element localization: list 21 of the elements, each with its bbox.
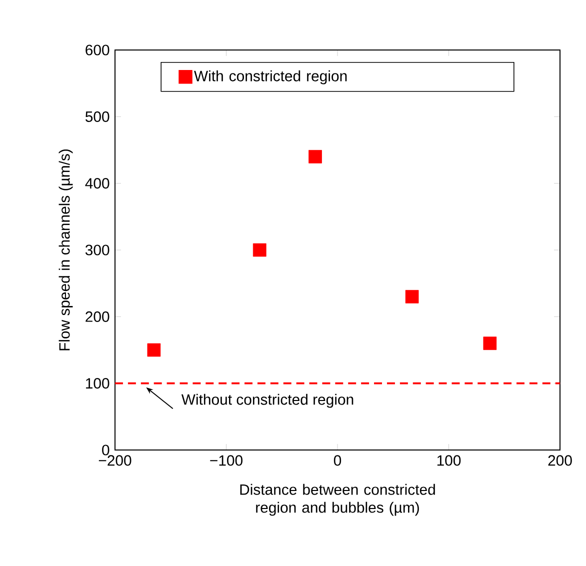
x-axis-title: Distance between constricted region and bubbles (µm) (240, 484, 435, 516)
x-tick-label: −200 (98, 455, 132, 466)
y-tick-label: 500 (85, 111, 110, 122)
point (252, 243, 266, 257)
point (405, 290, 419, 304)
legend-label: With constricted region (194, 70, 347, 84)
y-tick-label: 300 (85, 244, 110, 256)
y-axis-title: Flow speed in channels (µm/s) (58, 149, 73, 350)
y-tick-label: 400 (85, 178, 110, 189)
x-tick-label: −100 (210, 455, 242, 466)
point (147, 343, 161, 357)
x-tick-label: 0 (334, 455, 342, 466)
ref-line-label: Without constricted region (181, 394, 354, 408)
y-tick-label: 200 (86, 311, 110, 322)
x-tick-label: 200 (548, 455, 572, 466)
point (483, 336, 497, 350)
y-tick-label: 100 (86, 378, 110, 389)
y-tick-label: 600 (86, 44, 110, 56)
x-tick-label: 100 (437, 455, 461, 466)
point (308, 150, 322, 164)
y-tick-label: 0 (102, 444, 110, 456)
